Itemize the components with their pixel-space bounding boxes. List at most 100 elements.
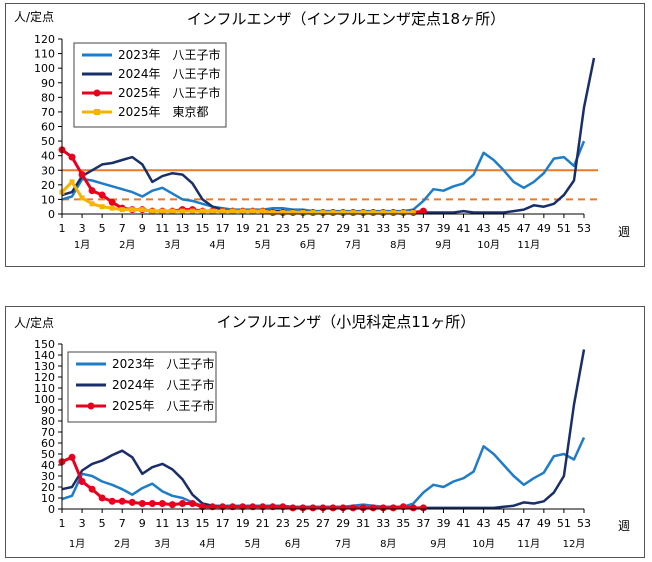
chart-1-ytick-label: 90 bbox=[41, 77, 55, 90]
chart-2-series-3-point bbox=[128, 498, 136, 506]
chart-2-svg: インフルエンザ（小児科定点11ヶ所） 人/定点 週 01020304050607… bbox=[14, 313, 630, 550]
chart-1-series-4-point bbox=[129, 207, 135, 213]
chart-2-legend-marker bbox=[87, 402, 95, 410]
chart-2-xtick-label: 51 bbox=[557, 517, 571, 530]
chart-2-series-3-point bbox=[379, 504, 387, 512]
chart-1-series-4-point bbox=[260, 208, 266, 214]
chart-1-series-4-point bbox=[179, 208, 185, 214]
chart-2-xtick-label: 33 bbox=[376, 517, 390, 530]
chart-1-xtick-label: 41 bbox=[457, 222, 471, 235]
chart-2-xtick-label: 41 bbox=[457, 517, 471, 530]
chart-2-ytick-label: 100 bbox=[34, 393, 55, 406]
chart-1-xtick-label: 29 bbox=[336, 222, 350, 235]
chart-2-month-label: 5月 bbox=[245, 538, 261, 550]
chart-1-ytick-label: 10 bbox=[41, 193, 55, 206]
chart-1-xtick-label: 49 bbox=[537, 222, 551, 235]
chart-2-series-3-point bbox=[349, 504, 357, 512]
chart-1-series-4-point bbox=[350, 210, 356, 216]
chart-1-xtick-label: 27 bbox=[316, 222, 330, 235]
chart-2-ytick-label: 70 bbox=[41, 426, 55, 439]
chart-2-month-label: 12月 bbox=[563, 538, 586, 550]
chart-1-month-label: 4月 bbox=[209, 239, 225, 251]
chart-2-xtick-label: 9 bbox=[139, 517, 146, 530]
chart-2-series-3-point bbox=[329, 504, 337, 512]
chart-2-month-label: 2月 bbox=[114, 538, 130, 550]
chart-1-month-label: 6月 bbox=[300, 239, 316, 251]
chart-1-series-3-point bbox=[68, 153, 76, 161]
chart-2-xtick-label: 3 bbox=[79, 517, 86, 530]
chart-1-xtick-label: 1 bbox=[59, 222, 66, 235]
chart-1-series-4-point bbox=[300, 210, 306, 216]
chart-1-series-4-point bbox=[210, 208, 216, 214]
chart-1-series-4-point bbox=[400, 210, 406, 216]
chart-2-xtick-label: 45 bbox=[497, 517, 511, 530]
chart-2-series-3-point bbox=[359, 504, 367, 512]
chart-2-xtick-label: 53 bbox=[577, 517, 591, 530]
chart-1-series-4-point bbox=[89, 201, 95, 207]
chart-1-xtick-label: 3 bbox=[79, 222, 86, 235]
chart-2-ytick-label: 10 bbox=[41, 492, 55, 505]
chart-1-xtick-label: 5 bbox=[99, 222, 106, 235]
chart-2-ytick-label: 150 bbox=[34, 338, 55, 351]
chart-1-series-4-point bbox=[109, 205, 115, 211]
chart-2-xtick-label: 11 bbox=[155, 517, 169, 530]
chart-2-ytick-label: 140 bbox=[34, 349, 55, 362]
chart-1-xtick-label: 39 bbox=[436, 222, 450, 235]
chart-2-series-3-point bbox=[168, 501, 176, 509]
chart-1-xtick-label: 47 bbox=[517, 222, 531, 235]
chart-1-series-4-point bbox=[360, 210, 366, 216]
chart-1-month-label: 3月 bbox=[164, 239, 180, 251]
chart-2-series-3-point bbox=[108, 497, 116, 505]
chart-1-ytick-label: 110 bbox=[34, 48, 55, 61]
chart-1-xtick-label: 7 bbox=[119, 222, 126, 235]
chart-1-series-4-point bbox=[159, 208, 165, 214]
chart-2-xtick-label: 31 bbox=[356, 517, 370, 530]
chart-1-xtick-label: 37 bbox=[416, 222, 430, 235]
chart-2-month-label: 7月 bbox=[335, 538, 351, 550]
chart-1-ytick-label: 0 bbox=[48, 208, 55, 221]
chart-1-series-4-point bbox=[79, 195, 85, 201]
chart-1-series-4-point bbox=[310, 210, 316, 216]
chart-2-xtick-label: 17 bbox=[216, 517, 230, 530]
chart-1-ytick-label: 80 bbox=[41, 91, 55, 104]
chart-1-series-4-point bbox=[220, 208, 226, 214]
chart-2-xlabel: 週 bbox=[618, 519, 630, 533]
chart-2-xtick-label: 21 bbox=[256, 517, 270, 530]
chart-1-xtick-label: 15 bbox=[196, 222, 210, 235]
chart-2-xtick-label: 37 bbox=[416, 517, 430, 530]
chart-1-title: インフルエンザ（インフルエンザ定点18ヶ所） bbox=[187, 10, 505, 28]
chart-2-xtick-label: 13 bbox=[175, 517, 189, 530]
chart-2-legend-label: 2025年 八王子市 bbox=[112, 398, 215, 413]
chart-1-ytick-label: 40 bbox=[41, 150, 55, 163]
chart-2-series-3-point bbox=[178, 500, 186, 507]
chart-1-ytick-label: 20 bbox=[41, 179, 55, 192]
chart-1-month-label: 11月 bbox=[517, 239, 540, 251]
chart-1-ytick-label: 70 bbox=[41, 106, 55, 119]
chart-2-legend-label: 2024年 八王子市 bbox=[112, 377, 215, 392]
chart-1-xtick-label: 51 bbox=[557, 222, 571, 235]
chart-1-series-4-point bbox=[250, 208, 256, 214]
chart-2-series-3-point bbox=[138, 500, 146, 507]
chart-1-xtick-label: 25 bbox=[296, 222, 310, 235]
chart-1-xtick-label: 23 bbox=[276, 222, 290, 235]
chart-1-series-4-point bbox=[99, 204, 105, 210]
chart-1-xtick-label: 31 bbox=[356, 222, 370, 235]
chart-1-series-4-point bbox=[340, 210, 346, 216]
chart-1-series-4-point bbox=[330, 210, 336, 216]
chart-1-xtick-label: 35 bbox=[396, 222, 410, 235]
chart-1-ytick-label: 120 bbox=[34, 33, 55, 46]
chart-2-series-3-point bbox=[118, 497, 126, 505]
chart-1-ytick-label: 50 bbox=[41, 135, 55, 148]
chart-1-month-label: 8月 bbox=[390, 239, 406, 251]
chart-1-series-4-point bbox=[390, 210, 396, 216]
chart-1-legend-label: 2023年 八王子市 bbox=[118, 47, 221, 62]
chart-2-ytick-label: 40 bbox=[41, 459, 55, 472]
chart-2-ytick-label: 80 bbox=[41, 415, 55, 428]
chart-1-legend-label: 2025年 東京都 bbox=[118, 105, 209, 119]
chart-1-legend-label: 2024年 八王子市 bbox=[118, 66, 221, 81]
chart-1-series-4-point bbox=[190, 208, 195, 214]
chart-1-month-label: 7月 bbox=[345, 239, 361, 251]
chart-2-xtick-label: 29 bbox=[336, 517, 350, 530]
chart-1-series-3-point bbox=[419, 207, 427, 215]
chart-1-series-3-point bbox=[108, 198, 116, 206]
